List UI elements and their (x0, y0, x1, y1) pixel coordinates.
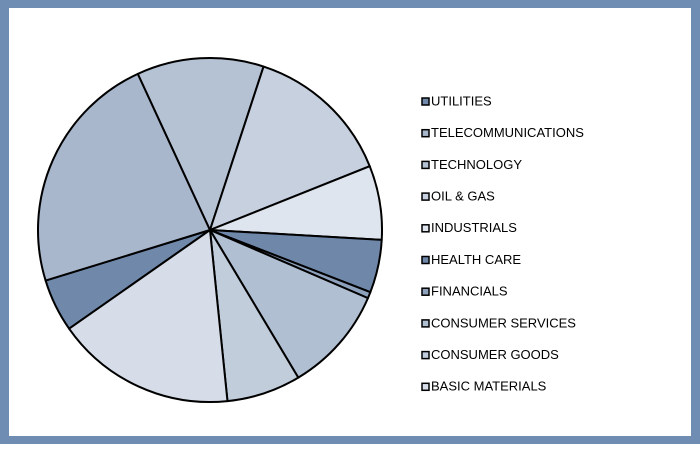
legend-swatch (421, 192, 430, 201)
pie-slice (37, 72, 211, 282)
legend-swatch (421, 382, 430, 392)
legend-label: FINANCIALS (431, 284, 508, 299)
legend-swatch (421, 287, 430, 296)
legend-swatch (421, 128, 430, 138)
legend-label: OIL & GAS (431, 189, 495, 204)
pie-slice (209, 65, 371, 231)
legend-label: CONSUMER GOODS (431, 347, 559, 362)
pie-slice (136, 57, 265, 231)
legend-swatch (421, 255, 430, 265)
legend-swatch (421, 350, 430, 360)
legend-swatch (421, 160, 430, 170)
legend-label: BASIC MATERIALS (431, 379, 547, 394)
legend-swatch (421, 97, 430, 106)
legend-label: UTILITIES (431, 93, 492, 108)
legend-swatch (421, 319, 430, 328)
legend-swatch (421, 224, 430, 233)
legend-label: HEALTH CARE (431, 252, 521, 267)
legend-label: INDUSTRIALS (431, 220, 517, 235)
legend-label: CONSUMER SERVICES (431, 315, 576, 330)
legend-label: TECHNOLOGY (431, 157, 522, 172)
legend-label: TELECOMMUNICATIONS (431, 125, 584, 140)
pie-slice (209, 229, 369, 379)
pie-slice (68, 229, 229, 403)
